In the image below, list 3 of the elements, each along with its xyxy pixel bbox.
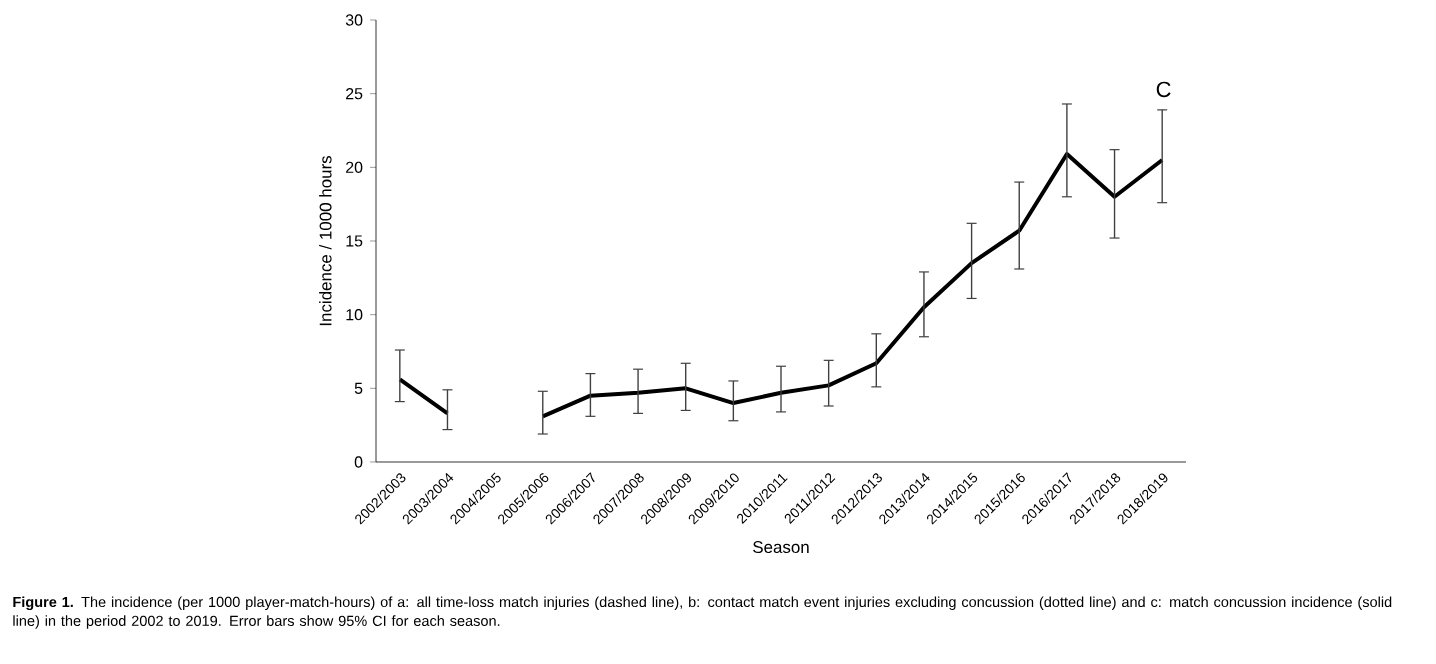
y-axis-title: Incidence / 1000 hours bbox=[319, 155, 332, 326]
x-axis-title: Season bbox=[753, 541, 809, 554]
annotation: C bbox=[1156, 81, 1171, 98]
